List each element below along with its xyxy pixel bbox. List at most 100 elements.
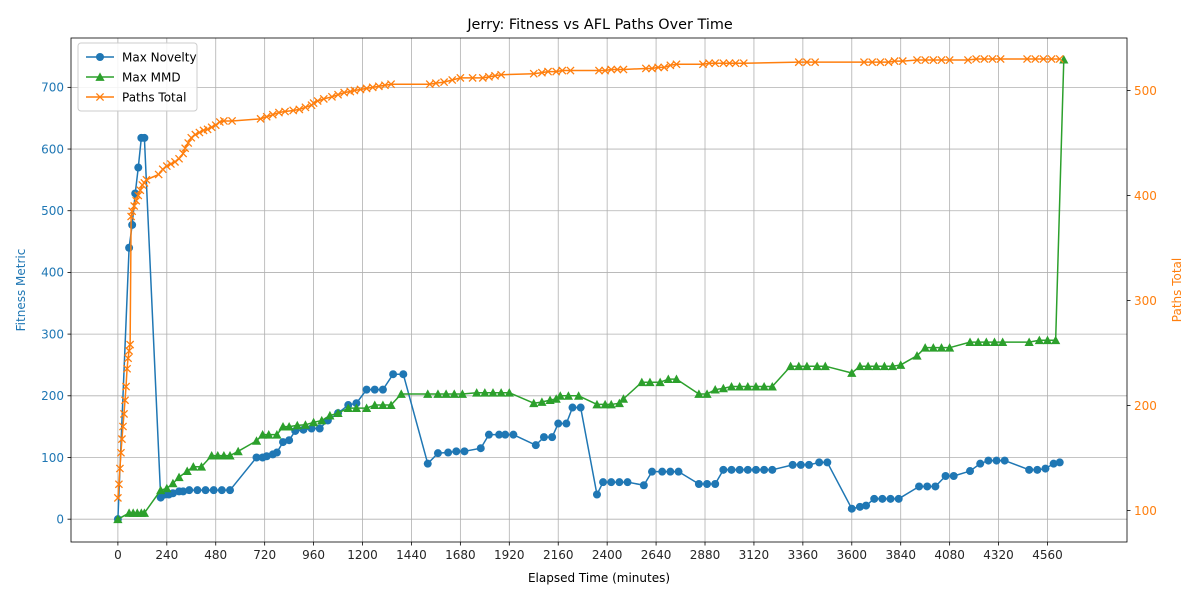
- data-point: [599, 478, 608, 487]
- data-point: [1024, 337, 1034, 347]
- x-tick-label: 2880: [690, 548, 721, 562]
- data-point: [847, 368, 857, 377]
- data-point: [879, 361, 890, 371]
- data-point: [529, 69, 538, 78]
- data-point: [811, 58, 820, 67]
- data-point: [703, 480, 712, 489]
- data-point: [847, 504, 856, 513]
- data-point: [313, 96, 322, 106]
- data-point: [309, 99, 318, 108]
- data-point: [480, 388, 490, 397]
- data-point: [449, 389, 459, 398]
- data-point: [1025, 465, 1034, 474]
- data-point: [981, 337, 991, 347]
- data-point: [262, 112, 271, 121]
- data-point: [213, 451, 223, 460]
- data-point: [123, 364, 132, 373]
- data-point: [295, 105, 304, 114]
- legend-marker: [96, 53, 104, 61]
- data-point: [211, 121, 220, 130]
- data-point: [378, 385, 387, 394]
- data-point: [804, 460, 813, 469]
- x-tick-label: 1920: [494, 548, 525, 562]
- data-point: [539, 433, 548, 442]
- data-point: [225, 451, 235, 460]
- data-point: [488, 388, 498, 397]
- data-point: [731, 59, 740, 68]
- data-point: [448, 75, 457, 85]
- data-point: [812, 361, 822, 371]
- data-point: [193, 486, 202, 495]
- data-point: [648, 467, 657, 476]
- data-point: [576, 403, 585, 412]
- x-tick-label: 0: [114, 548, 122, 562]
- data-point: [441, 389, 451, 398]
- data-point: [195, 128, 204, 137]
- data-point: [949, 471, 958, 480]
- data-point: [456, 73, 465, 82]
- data-point: [674, 467, 683, 476]
- series-max-mmd: [113, 54, 1069, 524]
- y-left-tick-label: 100: [41, 451, 64, 465]
- data-point: [898, 57, 907, 66]
- data-point: [896, 360, 906, 369]
- data-point: [989, 337, 1000, 347]
- data-point: [759, 381, 769, 391]
- data-point: [725, 59, 734, 68]
- data-point: [468, 73, 477, 82]
- y-left-tick-label: 500: [41, 204, 64, 218]
- data-point: [558, 66, 567, 75]
- data-point: [855, 361, 865, 371]
- data-point: [862, 501, 871, 510]
- data-point: [718, 383, 728, 393]
- data-point: [671, 374, 682, 384]
- y-axis-left-title: Fitness Metric: [14, 249, 28, 332]
- data-point: [351, 403, 362, 413]
- data-point: [201, 486, 210, 495]
- data-point: [509, 430, 518, 439]
- data-point: [619, 65, 628, 74]
- data-point: [920, 343, 930, 352]
- data-point: [1041, 464, 1050, 473]
- legend-item: Max MMD: [86, 70, 181, 84]
- data-point: [131, 189, 140, 198]
- data-point: [794, 361, 804, 371]
- data-point: [217, 486, 226, 495]
- y-right-tick-label: 300: [1134, 294, 1157, 308]
- data-point: [855, 502, 864, 511]
- data-point: [162, 162, 171, 171]
- legend-marker: [95, 72, 105, 81]
- data-point: [440, 78, 449, 87]
- chart-title: Jerry: Fitness vs AFL Paths Over Time: [466, 17, 733, 33]
- data-point: [168, 489, 177, 498]
- data-point: [301, 103, 310, 112]
- x-axis-title: Elapsed Time (minutes): [528, 571, 670, 585]
- data-point: [185, 486, 194, 495]
- data-point: [1055, 54, 1064, 64]
- data-point: [768, 465, 777, 474]
- data-point: [618, 394, 629, 403]
- x-tick-label: 4320: [983, 548, 1014, 562]
- series-max-novelty: [113, 133, 1064, 524]
- data-point: [735, 381, 745, 391]
- data-point: [915, 482, 924, 491]
- data-point: [284, 422, 294, 431]
- data-point: [802, 361, 812, 371]
- data-point: [258, 430, 268, 439]
- data-point: [118, 422, 128, 431]
- legend-marker: [95, 92, 105, 102]
- y-left-tick-label: 200: [41, 389, 64, 403]
- y-right-tick-label: 400: [1134, 189, 1157, 203]
- data-point: [739, 59, 748, 68]
- x-tick-label: 2400: [592, 548, 623, 562]
- y-left-tick-label: 700: [41, 81, 64, 95]
- y-left-tick-label: 300: [41, 327, 64, 341]
- data-point: [654, 63, 663, 72]
- data-point: [794, 58, 803, 67]
- data-point: [268, 110, 277, 119]
- data-point: [209, 486, 218, 495]
- data-point: [529, 398, 539, 408]
- data-point: [735, 465, 744, 474]
- data-point: [423, 389, 433, 398]
